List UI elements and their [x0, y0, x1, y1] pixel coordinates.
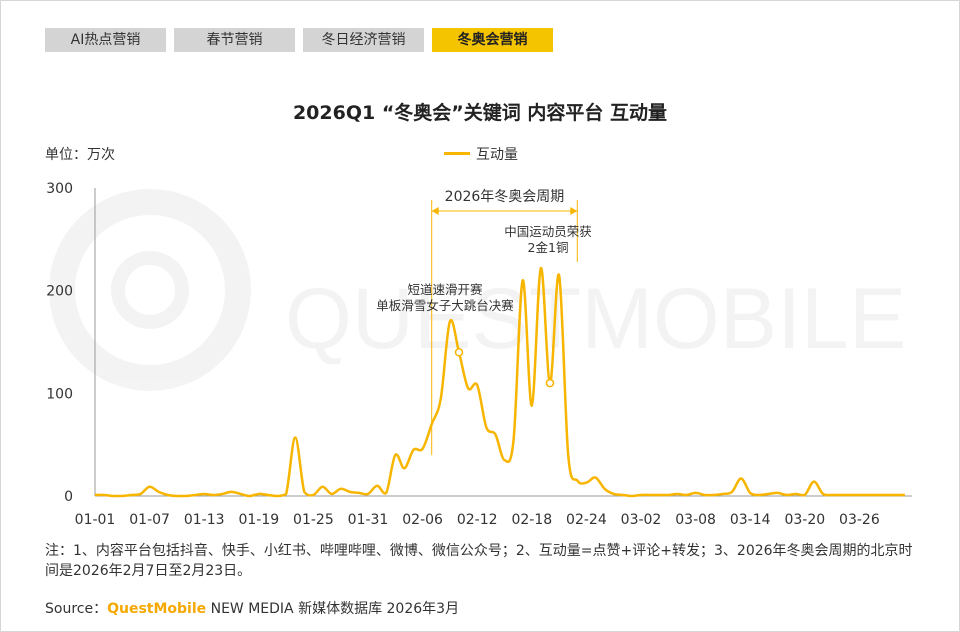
x-tick-label: 01-19 [238, 512, 279, 528]
series-line-interaction [94, 266, 905, 498]
period-label: 2026年冬奥会周期 [445, 188, 565, 205]
tab-winter-olympics[interactable]: 冬奥会营销 [432, 28, 553, 52]
y-tick-label: 100 [46, 386, 73, 402]
x-tick-label: 03-08 [675, 512, 716, 528]
x-tick-label: 02-12 [457, 512, 498, 528]
source-prefix: Source： [45, 601, 108, 617]
annotation-text: 2金1铜 [528, 240, 569, 255]
y-tick-label: 0 [64, 489, 73, 505]
period-label-bg [432, 185, 577, 205]
y-tick-label: 300 [46, 181, 73, 197]
x-tick-label: 03-26 [839, 512, 880, 528]
x-tick-label: 01-25 [293, 512, 334, 528]
annotation-text: 中国运动员荣获 [504, 224, 592, 239]
unit-label: 单位：万次 [45, 147, 115, 163]
x-tick-label: 02-24 [566, 512, 607, 528]
source-line: Source：QuestMobile NEW MEDIA 新媒体数据库 2026… [45, 598, 459, 618]
x-tick-label: 01-07 [129, 512, 170, 528]
source-rest: NEW MEDIA 新媒体数据库 2026年3月 [206, 601, 460, 617]
x-tick-label: 02-06 [402, 512, 443, 528]
annotation-text: 单板滑雪女子大跳台决赛 [376, 298, 514, 313]
annotation-marker [545, 378, 555, 388]
tab-winter-economy[interactable]: 冬日经济营销 [303, 28, 424, 52]
annotation-marker [454, 348, 464, 357]
x-tick-label: 02-18 [511, 512, 552, 528]
tab-ai-marketing[interactable]: AI热点营销 [45, 28, 166, 52]
source-brand: QuestMobile [107, 601, 207, 617]
chart-title: 2026Q1 “冬奥会”关键词 内容平台 互动量 [292, 102, 668, 124]
x-tick-label: 03-20 [784, 512, 825, 528]
line-chart: 0 100 200 300 01-01 01-07 01-13 01-19 01-25 01-31… [46, 181, 912, 528]
x-tick-label: 01-01 [75, 512, 116, 528]
y-tick-label: 200 [46, 284, 73, 300]
x-tick-label: 01-31 [348, 512, 389, 528]
x-tick-label: 03-14 [730, 512, 771, 528]
footnote: 注：1、内容平台包括抖音、快手、小红书、哔哩哔哩、微博、微信公众号；2、互动量=… [45, 543, 913, 579]
watermark-text: QUESTMOBILE [285, 271, 906, 367]
period-arrow-left [431, 207, 439, 215]
tab-spring-festival[interactable]: 春节营销 [174, 28, 295, 52]
annotation-text: 短道速滑开赛 [407, 282, 483, 297]
legend: 互动量 [444, 144, 518, 164]
legend-swatch [444, 151, 470, 155]
watermark: QUESTMOBILE [50, 189, 906, 391]
legend-label: 互动量 [476, 147, 518, 163]
x-tick-label: 01-13 [184, 512, 225, 528]
x-tick-label: 03-02 [621, 512, 662, 528]
period-arrow-right [570, 207, 578, 215]
